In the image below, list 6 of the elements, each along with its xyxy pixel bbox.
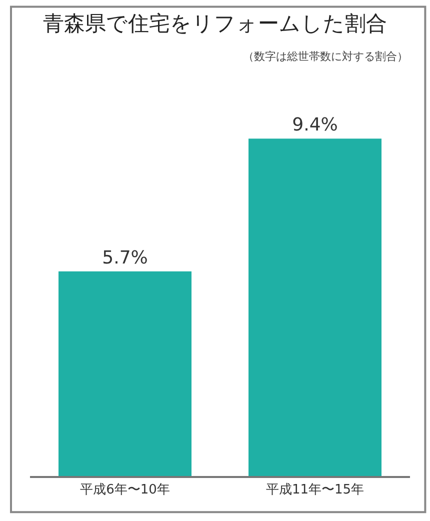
chart-subtitle: （数字は総世帯数に対する割合） (243, 50, 408, 63)
data-label: 5.7% (102, 247, 148, 268)
x-tick-label: 平成11年〜15年 (266, 482, 364, 498)
chart-title: 青森県で住宅をリフォームした割合 (43, 11, 387, 36)
x-tick-label: 平成6年〜10年 (80, 482, 170, 498)
data-label: 9.4% (292, 114, 338, 136)
